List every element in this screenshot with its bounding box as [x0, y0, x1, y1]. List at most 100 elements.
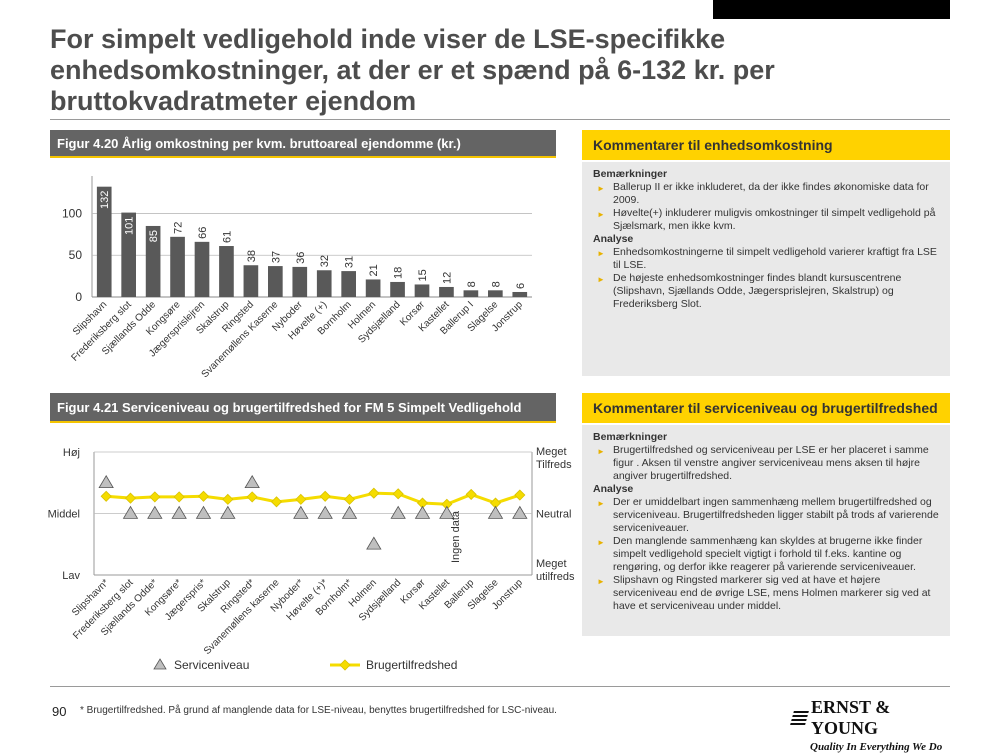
comment2-body: Bemærkninger Brugertilfredshed og servic…: [582, 425, 950, 636]
bar-value-label: 36: [295, 252, 307, 264]
service-point: [414, 505, 431, 519]
service-point: [195, 505, 212, 519]
bar-value-label: 12: [441, 272, 453, 284]
bar-value-label: 101: [124, 217, 136, 235]
satisfaction-point: [295, 493, 307, 505]
bar: [512, 291, 528, 297]
comment2-header: Kommentarer til serviceniveau og brugert…: [582, 393, 950, 423]
service-point: [171, 505, 187, 519]
left-axis-label: Lav: [62, 570, 80, 582]
legend-service-label: Serviceniveau: [174, 658, 249, 672]
bar-value-label: 72: [173, 222, 185, 234]
comment1-item: De højeste enhedsomkostninger findes bla…: [593, 272, 940, 311]
bar: [219, 246, 234, 297]
comment2-item: Brugertilfredshed og serviceniveau per L…: [593, 444, 940, 483]
service-point: [487, 505, 504, 519]
y-tick-label: 0: [75, 290, 82, 304]
satisfaction-point: [392, 488, 404, 500]
bar: [268, 266, 283, 297]
bar-value-label: 37: [270, 251, 282, 263]
bar: [243, 265, 259, 297]
service-point: [439, 505, 455, 519]
bar: [488, 290, 503, 297]
service-point: [293, 505, 309, 519]
top-black-bar: [713, 0, 950, 19]
right-axis-label: Meget utilfreds: [536, 558, 575, 583]
ingen-data-annotation: Ingen data: [450, 510, 462, 563]
footer-divider: [50, 686, 950, 687]
bar-value-label: 31: [344, 256, 356, 268]
bar: [390, 281, 405, 297]
logo-text: ERNST & YOUNG: [811, 697, 891, 738]
bar: [292, 266, 308, 297]
line-chart: Høj Middel Lav Meget Tilfreds Neutral Meget uti…: [48, 446, 575, 672]
satisfaction-point: [319, 490, 331, 502]
left-axis-label: Høj: [63, 447, 80, 459]
bar-value-label: 32: [319, 255, 331, 267]
fig1-title: Figur 4.20 Årlig omkostning per kvm. bru…: [57, 135, 461, 151]
left-axis-label: Middel: [48, 509, 80, 521]
bar-value-label: 132: [99, 191, 111, 209]
comment1-item: Ballerup II er ikke inkluderet, da der i…: [593, 181, 940, 207]
satisfaction-point: [149, 491, 161, 503]
bar: [170, 236, 185, 297]
comment1-sec1: Bemærkninger: [593, 168, 668, 180]
fig2-title: Figur 4.21 Serviceniveau og brugertilfre…: [57, 399, 522, 415]
bar-value-label: 61: [221, 231, 233, 243]
satisfaction-point: [343, 493, 356, 505]
bar-value-label: 21: [368, 264, 380, 276]
service-point: [98, 474, 114, 489]
comment2-sec1: Bemærkninger: [593, 431, 668, 443]
comment2-sec2: Analyse: [593, 483, 634, 495]
bar-value-label: 18: [393, 267, 405, 279]
service-point: [317, 505, 333, 519]
service-point: [244, 474, 260, 489]
service-point: [122, 505, 139, 519]
y-tick-label: 50: [69, 248, 83, 262]
service-point: [147, 505, 163, 519]
bar: [316, 270, 332, 297]
right-axis-label: Neutral: [536, 509, 571, 521]
logo-bars-icon: [790, 711, 809, 725]
y-tick-label: 100: [62, 206, 82, 220]
service-point: [220, 505, 236, 519]
satisfaction-point: [100, 490, 112, 502]
satisfaction-point: [173, 491, 185, 503]
comment2-title: Kommentarer til serviceniveau og brugert…: [593, 400, 938, 416]
comment1-header: Kommentarer til enhedsomkostning: [582, 130, 950, 160]
satisfaction-line: [106, 491, 521, 506]
comment1-title: Kommentarer til enhedsomkostning: [593, 137, 833, 153]
satisfaction-point: [514, 489, 526, 501]
page-number: 90: [52, 704, 67, 719]
bar: [341, 271, 356, 297]
service-point: [366, 536, 382, 550]
comment2-item: Der er umiddelbart ingen sammenhæng mell…: [593, 496, 940, 535]
bar-value-label: 85: [148, 230, 160, 242]
comment1-body: Bemærkninger Ballerup II er ikke inklude…: [582, 162, 950, 376]
legend-satisfaction-marker: [339, 659, 351, 671]
bar: [194, 241, 210, 297]
bar: [365, 279, 381, 297]
satisfaction-point: [222, 493, 234, 505]
fig2-header: Figur 4.21 Serviceniveau og brugertilfre…: [50, 393, 556, 423]
service-point: [341, 505, 358, 519]
bar-value-label: 8: [490, 281, 502, 287]
comment1-sec2: Analyse: [593, 233, 634, 245]
bar: [463, 290, 479, 297]
bar: [414, 284, 430, 297]
legend-satisfaction-label: Brugertilfredshed: [366, 658, 457, 672]
bar-value-label: 8: [466, 281, 478, 287]
ernst-young-logo: ERNST & YOUNG Quality In Everything We D…: [790, 697, 952, 753]
comment1-item: Høvelte(+) inkluderer muligvis omkostnin…: [593, 207, 940, 233]
bar: [96, 186, 112, 297]
comment2-item: Slipshavn og Ringsted markerer sig ved a…: [593, 574, 940, 613]
bar-value-label: 6: [515, 283, 527, 289]
page-title: For simpelt vedligehold inde viser de LS…: [50, 24, 775, 116]
comment1-item: Enhedsomkostningerne til simpelt vedlige…: [593, 246, 940, 272]
logo-tagline: Quality In Everything We Do: [810, 741, 943, 753]
fig1-header: Figur 4.20 Årlig omkostning per kvm. bru…: [50, 130, 556, 158]
satisfaction-point: [368, 487, 380, 499]
title-divider: [50, 119, 950, 120]
bar: [145, 225, 161, 297]
satisfaction-point: [270, 496, 283, 508]
